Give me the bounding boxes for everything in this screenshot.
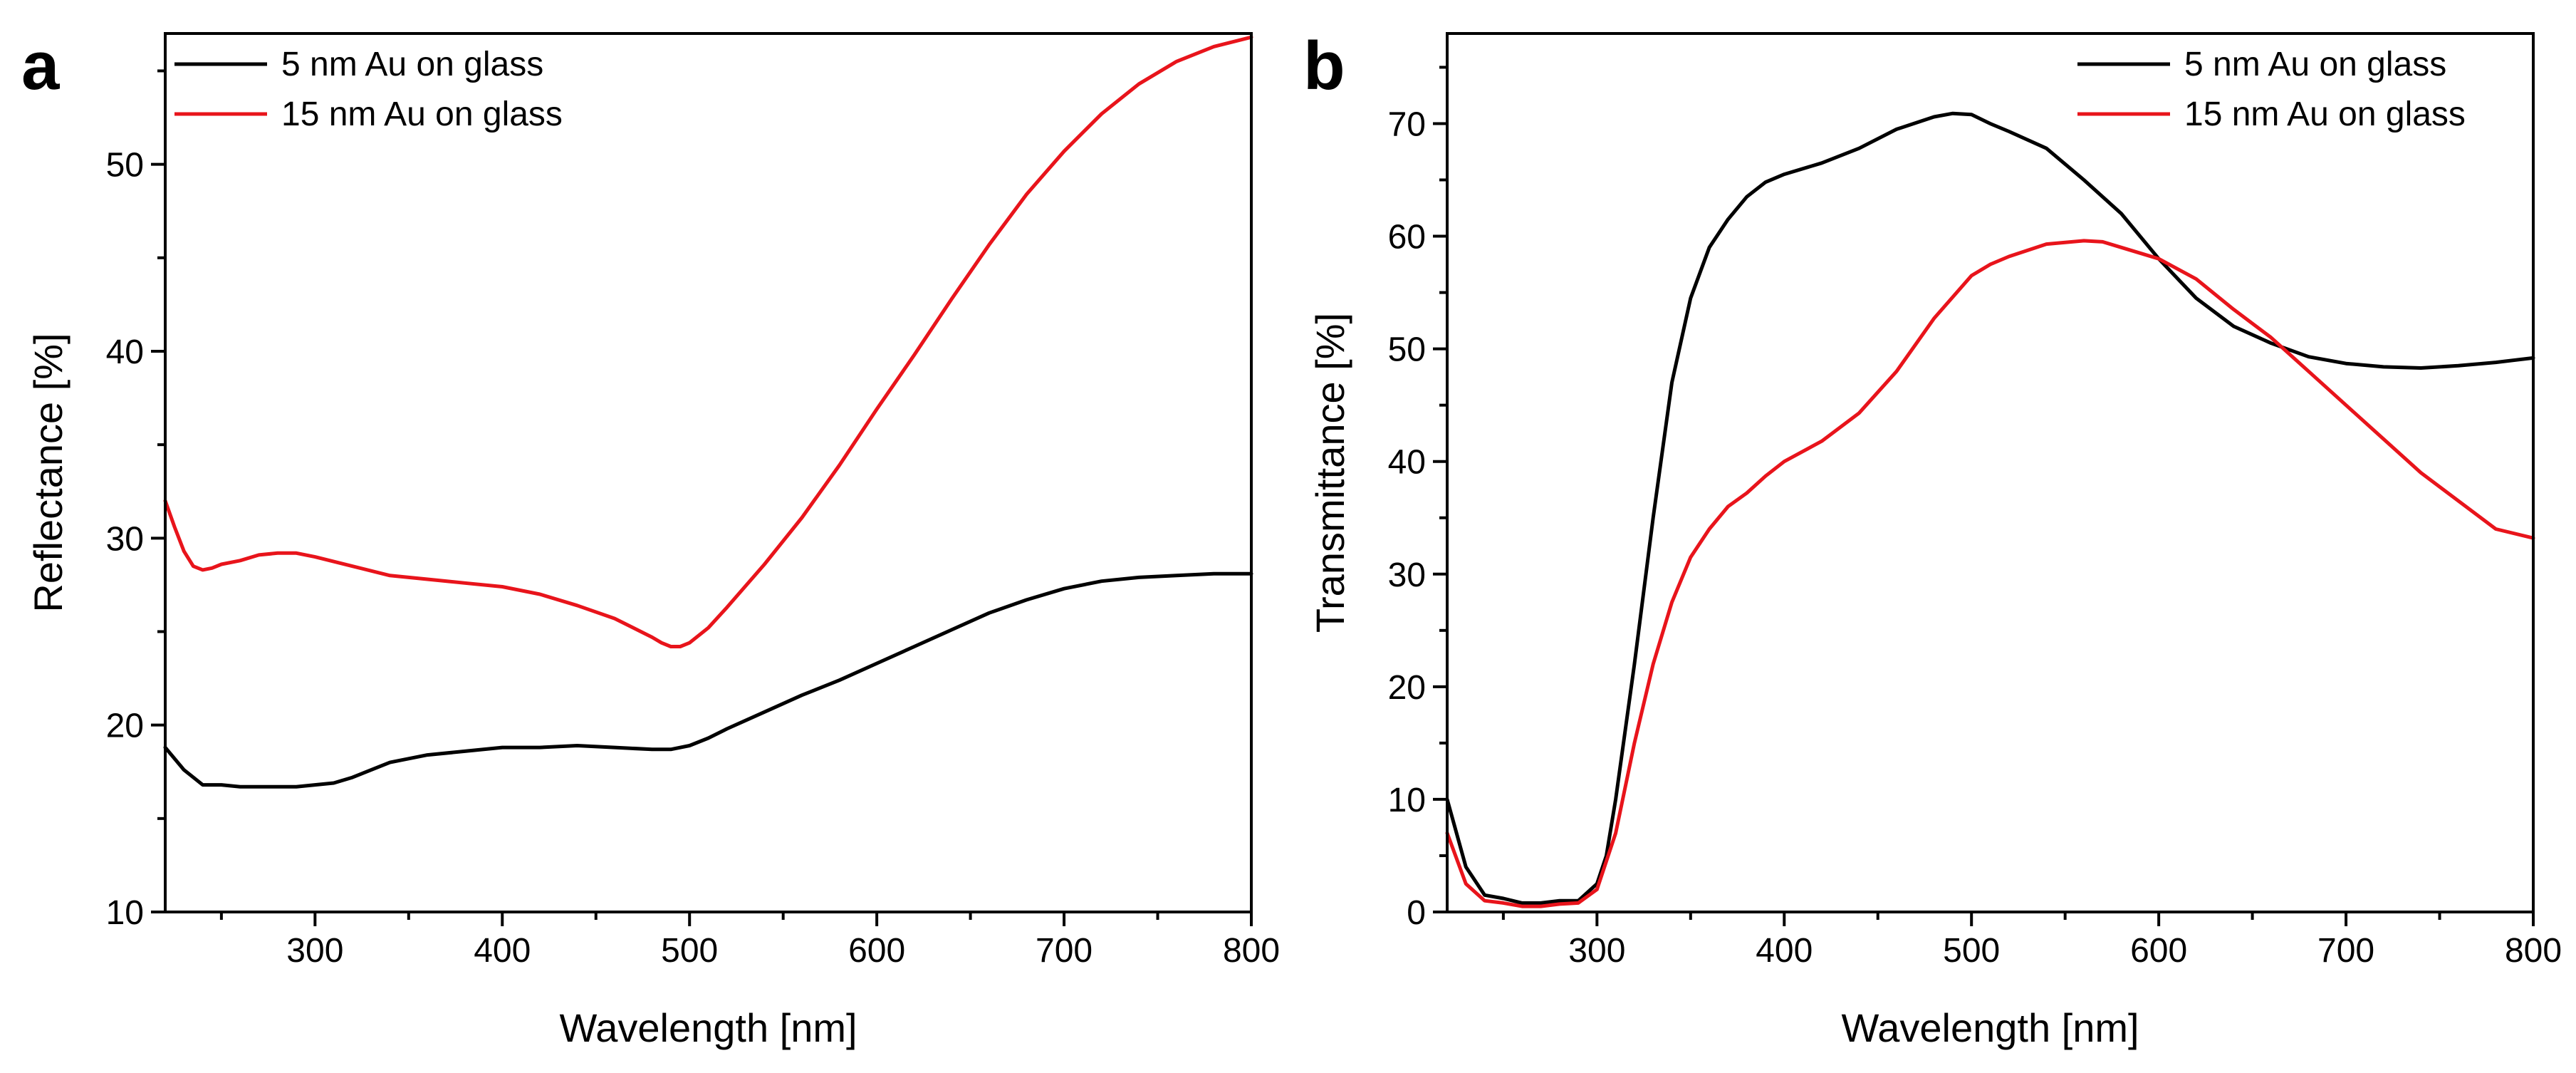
x-tick-label: 500	[661, 932, 718, 970]
x-tick-label: 300	[1568, 932, 1625, 970]
chart-panel-b: b 300 400 500 600 700 800 0 10 20 30 40 50 60 70 Wavele…	[1303, 28, 2562, 1050]
x-tick-label: 700	[2317, 932, 2374, 970]
y-axis-title: Reflectance [%]	[26, 333, 71, 612]
series-line-5nm	[1445, 111, 2535, 905]
y-tick-label: 60	[1388, 219, 1426, 256]
plot-frame	[1446, 32, 2535, 913]
legend-label: 5 nm Au on glass	[2184, 46, 2446, 83]
y-tick-label: 0	[1407, 894, 1426, 932]
legend-label: 15 nm Au on glass	[2184, 95, 2466, 133]
y-tick-label: 20	[106, 707, 144, 745]
y-tick-label: 50	[106, 147, 144, 185]
y-tick-label: 30	[1388, 556, 1426, 594]
x-tick-label: 600	[2130, 932, 2187, 970]
y-axis-title: Transmittance [%]	[1308, 313, 1352, 633]
plot-frame	[164, 32, 1253, 913]
panel-label: a	[21, 28, 60, 104]
x-tick-label: 300	[286, 932, 343, 970]
y-tick-label: 40	[1388, 444, 1426, 482]
series-line-5nm	[163, 571, 1253, 789]
x-axis-title: Wavelength [nm]	[1841, 1005, 2139, 1050]
x-tick-label: 400	[1756, 932, 1813, 970]
legend-label: 5 nm Au on glass	[281, 46, 543, 83]
y-tick-label: 40	[106, 333, 144, 371]
y-tick-label: 50	[1388, 331, 1426, 369]
x-tick-label: 500	[1943, 932, 2000, 970]
series-line-15nm	[163, 35, 1253, 648]
chart-panel-a: a 300 400 500 600 700 800 10 20 30 40 50 Wavelength …	[21, 28, 1280, 1050]
y-tick-label: 30	[106, 520, 144, 558]
x-tick-label: 800	[2505, 932, 2562, 970]
y-tick-label: 20	[1388, 669, 1426, 707]
series-line-15nm	[1445, 239, 2535, 908]
x-tick-label: 800	[1223, 932, 1280, 970]
legend-label: 15 nm Au on glass	[281, 95, 563, 133]
x-tick-label: 700	[1036, 932, 1093, 970]
x-tick-label: 400	[474, 932, 531, 970]
x-axis-title: Wavelength [nm]	[559, 1005, 857, 1050]
y-tick-label: 70	[1388, 105, 1426, 143]
panel-label: b	[1303, 28, 1345, 104]
y-tick-label: 10	[106, 894, 144, 932]
x-tick-label: 600	[848, 932, 905, 970]
y-tick-label: 10	[1388, 782, 1426, 819]
